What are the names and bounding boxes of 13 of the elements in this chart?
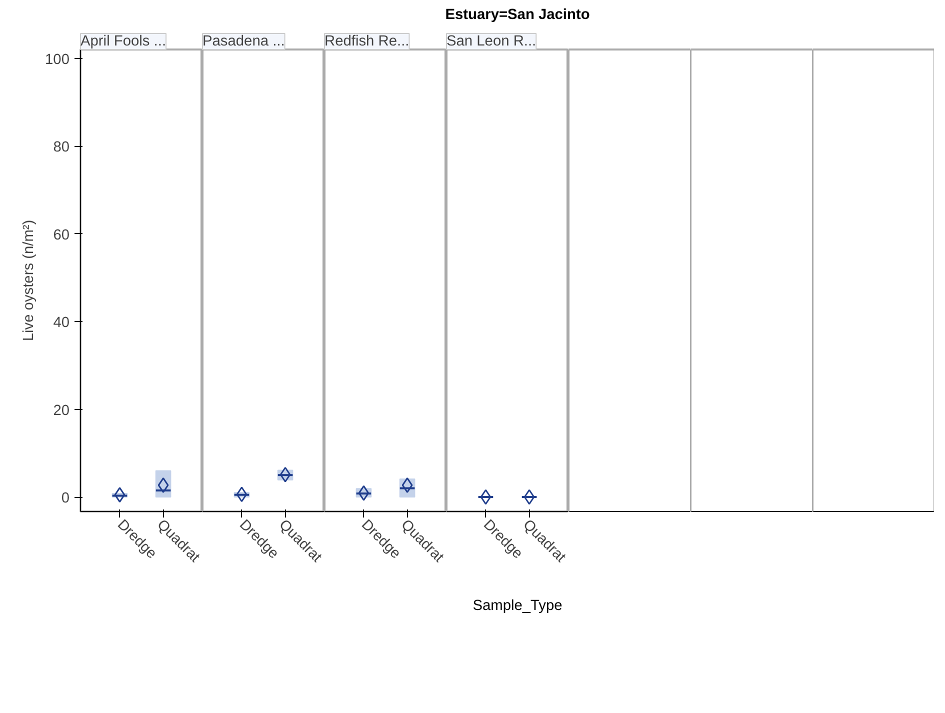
- y-tick-label: 20: [53, 402, 70, 419]
- y-tick-label: 60: [53, 227, 70, 244]
- text: Estuary=San Jacinto: [445, 6, 590, 25]
- chart-title: San Leon R...: [446, 33, 536, 50]
- chart-title: Redfish Re...: [324, 33, 410, 50]
- text: Sample_Type: [472, 596, 562, 616]
- y-tick-label: 80: [53, 139, 70, 156]
- chart-title: April Fools ...: [80, 33, 166, 50]
- y-axis-title: Live oysters (n/m²): [21, 220, 38, 342]
- y-tick-label: 40: [53, 314, 70, 331]
- y-tick-label: 100: [45, 52, 70, 68]
- y-tick-label: 0: [61, 490, 70, 506]
- chart-title: Pasadena ...: [202, 33, 285, 50]
